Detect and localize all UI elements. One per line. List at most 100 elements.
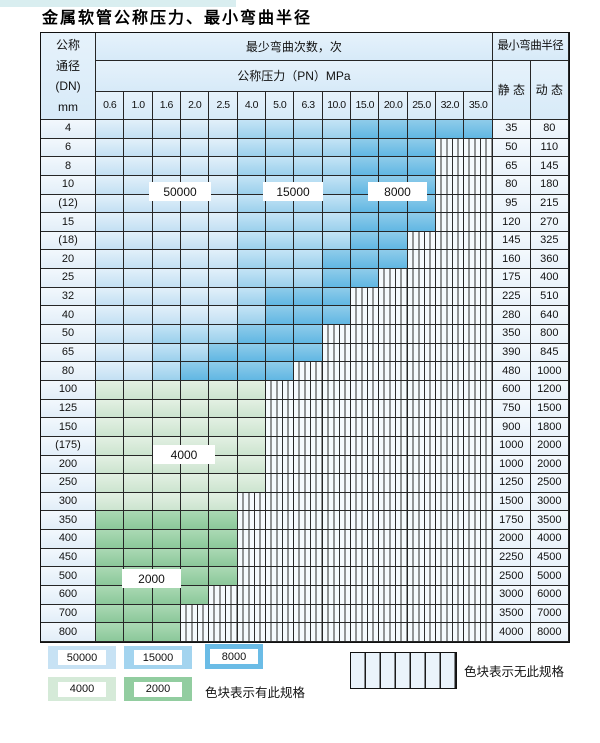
dn-cell: 40 [41, 306, 96, 326]
matrix-cell-c8000 [436, 120, 465, 139]
matrix-cell-hatch [379, 399, 408, 419]
pressure-col-header: 15.0 [351, 92, 380, 120]
static-value-cell: 50 [492, 138, 531, 158]
matrix-cell-c15000 [294, 213, 323, 232]
matrix-cell-c15000 [322, 175, 352, 195]
matrix-cell-c8000 [294, 306, 323, 326]
matrix-cell-c4000 [237, 455, 267, 475]
matrix-cell-c4000 [124, 455, 153, 475]
matrix-cell-hatch [266, 567, 295, 587]
matrix-cell-hatch [266, 436, 295, 456]
dynamic-value-cell: 1500 [530, 399, 569, 419]
matrix-cell-hatch [266, 418, 295, 437]
matrix-cell-hatch [379, 492, 408, 512]
matrix-cell-c8000 [266, 325, 295, 344]
matrix-cell-c15000 [266, 138, 295, 158]
spec-table-grid: 公称 通径 (DN) mm 最少弯曲次数，次 最小弯曲半径 公称压力（PN）MP… [41, 33, 569, 642]
matrix-cell-c15000 [237, 138, 267, 158]
matrix-cell-hatch [351, 306, 380, 326]
matrix-cell-hatch [436, 511, 465, 531]
matrix-cell-hatch [322, 343, 352, 363]
matrix-cell-hatch [407, 325, 437, 344]
matrix-cell-c4000 [96, 399, 125, 419]
dynamic-value-cell: 215 [530, 194, 569, 214]
matrix-cell-c15000 [237, 231, 267, 251]
matrix-cell-hatch [351, 287, 380, 307]
matrix-cell-c4000 [237, 380, 267, 400]
matrix-cell-c15000 [266, 250, 295, 270]
dynamic-value-cell: 4500 [530, 548, 569, 568]
matrix-cell-c8000 [209, 362, 238, 381]
dynamic-value-cell: 640 [530, 306, 569, 326]
region-label-4000: 4000 [153, 445, 215, 464]
matrix-cell-hatch [351, 399, 380, 419]
matrix-cell-c15000 [237, 120, 267, 139]
matrix-cell-hatch [294, 436, 323, 456]
matrix-cell-hatch [379, 604, 408, 624]
matrix-cell-hatch [407, 287, 437, 307]
static-value-cell: 175 [492, 269, 531, 288]
matrix-cell-hatch [266, 455, 295, 475]
matrix-cell-c8000 [322, 250, 352, 270]
matrix-cell-c2000 [152, 548, 182, 568]
matrix-cell-c50000 [152, 213, 182, 232]
matrix-cell-hatch [436, 436, 465, 456]
dynamic-value-cell: 5000 [530, 567, 569, 587]
matrix-cell-c4000 [209, 455, 238, 475]
static-value-cell: 35 [492, 120, 531, 139]
pressure-col-header: 35.0 [464, 92, 493, 120]
dn-cell: 4 [41, 120, 96, 139]
matrix-cell-c8000 [266, 362, 295, 381]
matrix-cell-hatch [436, 604, 465, 624]
pressure-col-header: 20.0 [379, 92, 408, 120]
matrix-cell-c50000 [96, 269, 125, 288]
header-bend-cycles: 最少弯曲次数，次 [96, 33, 493, 61]
dynamic-value-cell: 2000 [530, 436, 569, 456]
matrix-cell-c2000 [152, 586, 182, 605]
pressure-col-header: 6.3 [294, 92, 323, 120]
pressure-col-header: 5.0 [266, 92, 295, 120]
matrix-cell-c4000 [124, 380, 153, 400]
matrix-cell-c8000 [351, 250, 380, 270]
dynamic-value-cell: 3500 [530, 511, 569, 531]
dn-cell: 20 [41, 250, 96, 270]
matrix-cell-hatch [379, 511, 408, 531]
matrix-cell-hatch [464, 269, 493, 288]
matrix-cell-hatch [351, 604, 380, 624]
matrix-cell-c50000 [209, 138, 238, 158]
matrix-cell-hatch [436, 343, 465, 363]
dn-cell: 700 [41, 604, 96, 624]
matrix-cell-hatch [181, 604, 210, 624]
pressure-col-header: 2.5 [209, 92, 238, 120]
static-value-cell: 1000 [492, 455, 531, 475]
dynamic-value-cell: 110 [530, 138, 569, 158]
matrix-cell-c50000 [152, 250, 182, 270]
dn-cell: 400 [41, 530, 96, 549]
matrix-cell-hatch [379, 474, 408, 493]
matrix-cell-c50000 [181, 231, 210, 251]
static-value-cell: 480 [492, 362, 531, 381]
dn-cell: 600 [41, 586, 96, 605]
region-label-15000: 15000 [263, 182, 323, 201]
matrix-cell-hatch [407, 306, 437, 326]
matrix-cell-c8000 [322, 306, 352, 326]
matrix-cell-c50000 [152, 306, 182, 326]
matrix-cell-hatch [322, 530, 352, 549]
matrix-cell-c15000 [152, 362, 182, 381]
matrix-cell-c4000 [237, 436, 267, 456]
matrix-cell-hatch [436, 250, 465, 270]
dn-cell: 150 [41, 418, 96, 437]
dynamic-value-cell: 800 [530, 325, 569, 344]
matrix-cell-hatch [407, 530, 437, 549]
region-label-8000: 8000 [368, 182, 427, 201]
matrix-cell-hatch [294, 362, 323, 381]
matrix-cell-c50000 [152, 138, 182, 158]
dn-cell: 8 [41, 157, 96, 176]
matrix-cell-c50000 [96, 120, 125, 139]
matrix-cell-c50000 [96, 325, 125, 344]
legend: 50000 15000 8000 4000 2000 色块表示有此规格 色块表示… [40, 644, 580, 722]
spec-table: 公称 通径 (DN) mm 最少弯曲次数，次 最小弯曲半径 公称压力（PN）MP… [40, 32, 570, 643]
matrix-cell-hatch [351, 511, 380, 531]
static-value-cell: 600 [492, 380, 531, 400]
corner-line-2: 通径 [55, 58, 80, 73]
